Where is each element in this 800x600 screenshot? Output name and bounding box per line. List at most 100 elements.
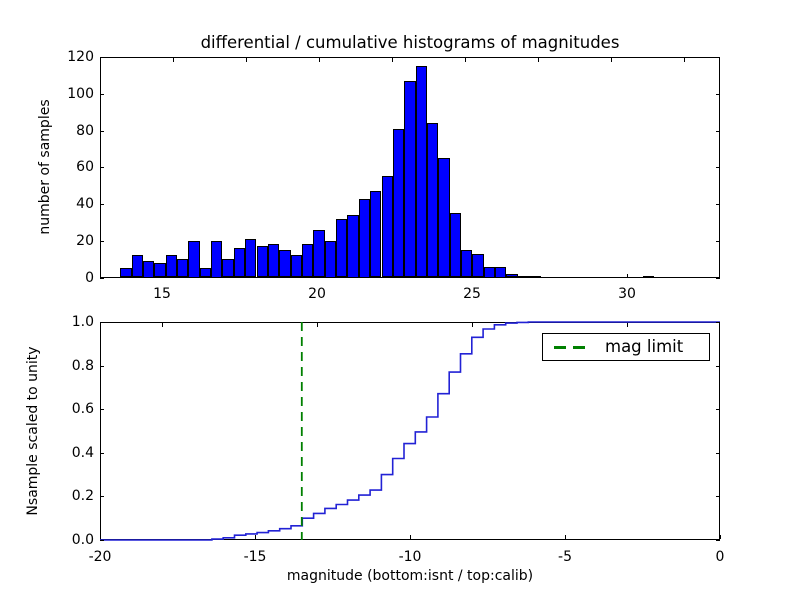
x-tick-label: 20 bbox=[308, 286, 326, 302]
axis-tick bbox=[716, 277, 720, 279]
histogram-bar bbox=[233, 248, 246, 278]
x-tick-label: -5 bbox=[558, 549, 572, 565]
axis-tick bbox=[627, 323, 628, 327]
histogram-bar bbox=[404, 80, 416, 278]
axis-tick bbox=[716, 322, 720, 323]
histogram-bar bbox=[472, 253, 484, 278]
axis-tick bbox=[627, 273, 628, 278]
y-tick-label: 0.0 bbox=[71, 532, 94, 548]
x-tick-label: 25 bbox=[463, 286, 481, 302]
axis-tick bbox=[464, 58, 466, 62]
histogram-bar bbox=[642, 275, 655, 278]
axis-tick bbox=[100, 204, 104, 205]
histogram-bar bbox=[495, 266, 507, 278]
histogram-bar bbox=[461, 249, 473, 278]
histogram-bar bbox=[370, 191, 382, 278]
histogram-bar bbox=[426, 123, 439, 278]
y-tick-label: 0.4 bbox=[71, 444, 94, 461]
axis-tick bbox=[100, 93, 104, 95]
histogram-bar bbox=[483, 266, 496, 278]
axis-tick bbox=[318, 58, 320, 62]
histogram-bar bbox=[392, 128, 405, 278]
histogram-bar bbox=[120, 268, 132, 278]
y-tick-label: 0.2 bbox=[71, 488, 94, 505]
axis-tick bbox=[716, 240, 720, 242]
axis-tick bbox=[716, 130, 720, 132]
axis-tick bbox=[100, 535, 101, 539]
histogram-bar bbox=[336, 218, 348, 278]
x-tick-label: 0 bbox=[715, 549, 725, 565]
axis-tick bbox=[565, 535, 566, 539]
histogram-bar bbox=[222, 259, 234, 278]
histogram-bar bbox=[529, 275, 541, 278]
axis-tick bbox=[716, 204, 720, 205]
axis-tick bbox=[683, 58, 685, 62]
histogram-bar bbox=[165, 255, 177, 278]
legend-dashed-line-icon bbox=[573, 346, 585, 349]
histogram-bar bbox=[177, 259, 189, 278]
x-tick-label: 30 bbox=[618, 286, 636, 302]
axis-tick bbox=[162, 323, 163, 327]
axis-tick bbox=[716, 57, 720, 58]
axis-tick bbox=[410, 535, 411, 539]
axis-tick bbox=[720, 535, 721, 539]
histogram-bar bbox=[438, 158, 450, 278]
x-tick-label: -15 bbox=[243, 549, 267, 565]
histogram-bar bbox=[358, 198, 371, 278]
histogram-bar bbox=[279, 249, 291, 278]
axis-tick bbox=[100, 322, 104, 323]
y-tick-label: 80 bbox=[76, 122, 94, 139]
y-tick-label: 0.8 bbox=[71, 357, 94, 374]
y-tick-label: 120 bbox=[67, 49, 94, 65]
y-tick-label: 0.6 bbox=[71, 401, 94, 418]
y-tick-label: 100 bbox=[67, 85, 94, 102]
x-axis-label: magnitude (bottom:isnt / top:calib) bbox=[286, 568, 534, 584]
axis-tick bbox=[255, 535, 256, 539]
histogram-bar bbox=[301, 244, 314, 278]
axis-tick bbox=[716, 540, 720, 541]
axis-tick bbox=[100, 365, 104, 367]
histogram-bar bbox=[506, 273, 518, 278]
chart-title: differential / cumulative histograms of … bbox=[200, 33, 620, 52]
axis-tick bbox=[100, 452, 104, 454]
axis-tick bbox=[716, 365, 720, 367]
histogram-bar bbox=[449, 213, 461, 278]
axis-tick bbox=[100, 130, 104, 132]
histogram-bar bbox=[154, 262, 166, 278]
axis-tick bbox=[245, 58, 247, 62]
legend-label: mag limit bbox=[605, 337, 684, 356]
histogram-bar bbox=[347, 215, 359, 278]
axis-tick bbox=[172, 58, 174, 62]
axis-tick bbox=[317, 323, 318, 327]
axis-tick bbox=[100, 540, 104, 541]
histogram-bar bbox=[313, 229, 325, 278]
axis-tick bbox=[100, 409, 104, 411]
x-tick-label: -20 bbox=[88, 549, 112, 565]
axis-tick bbox=[716, 496, 720, 498]
y-tick-label: 40 bbox=[76, 196, 94, 212]
axis-tick bbox=[537, 58, 539, 62]
axis-tick bbox=[716, 452, 720, 454]
histogram-bar bbox=[267, 244, 280, 278]
histogram-bar bbox=[245, 238, 257, 278]
histogram-bar bbox=[131, 255, 143, 278]
y-tick-label: 0 bbox=[85, 269, 94, 286]
histogram-bar bbox=[142, 261, 155, 278]
histogram-bar bbox=[290, 255, 302, 278]
axis-tick bbox=[716, 409, 720, 411]
axis-tick bbox=[716, 167, 720, 169]
axis-tick bbox=[610, 58, 612, 62]
histogram-bar bbox=[517, 275, 530, 278]
histogram-bar bbox=[199, 268, 212, 278]
y-tick-label: 20 bbox=[76, 232, 94, 249]
bottom-y-axis-label: Nsample scaled to unity bbox=[25, 346, 41, 516]
x-tick-label: -10 bbox=[398, 549, 422, 565]
axis-tick bbox=[100, 277, 104, 279]
axis-tick bbox=[100, 496, 104, 498]
histogram-bar bbox=[256, 246, 268, 278]
legend-box: mag limit bbox=[542, 333, 710, 361]
axis-tick bbox=[100, 167, 104, 169]
axis-tick bbox=[100, 240, 104, 242]
legend-dashed-line-icon bbox=[554, 346, 566, 349]
